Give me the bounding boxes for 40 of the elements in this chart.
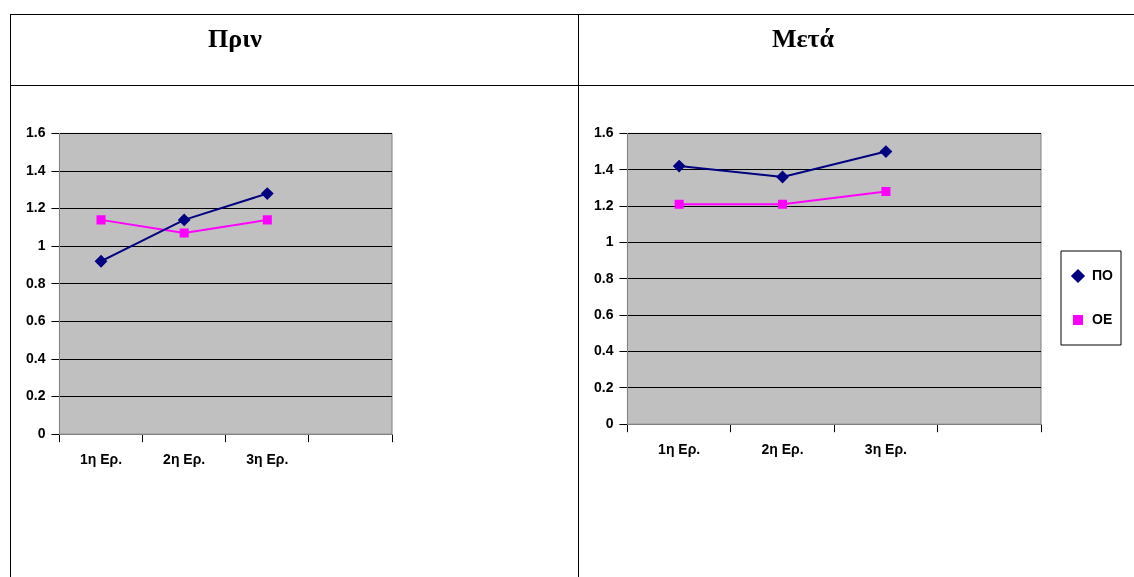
point — [776, 171, 789, 184]
x-tick-label: 2η Ερ. — [163, 451, 206, 468]
y-tick-label: 0.8 — [25, 274, 46, 291]
y-tick-label: 0.4 — [593, 342, 614, 359]
y-tick-label: 1.6 — [25, 124, 46, 141]
y-tick-label: 1 — [37, 237, 46, 254]
chart-title: Πριν — [207, 24, 263, 54]
x-tick-label: 3η Ερ. — [246, 451, 289, 468]
y-tick-label: 0.8 — [593, 269, 614, 286]
point — [178, 213, 191, 226]
point — [674, 199, 684, 209]
chart-title: Μετά — [770, 24, 836, 54]
x-tick-label: 3η Ερ. — [864, 441, 907, 458]
point — [881, 187, 891, 197]
y-tick-label: 1.4 — [593, 160, 614, 177]
y-tick-label: 1 — [605, 233, 614, 250]
y-tick-label: 0 — [605, 415, 614, 432]
y-tick-label: 1.4 — [25, 161, 46, 178]
point — [879, 145, 892, 158]
point — [673, 160, 686, 173]
x-tick-label: 1η Ερ. — [79, 451, 123, 468]
point — [96, 215, 106, 225]
x-tick-label: 2η Ερ. — [761, 441, 804, 458]
y-tick-label: 0.6 — [593, 306, 614, 323]
y-tick-label: 1.2 — [25, 199, 46, 216]
y-tick-label: 1.6 — [593, 124, 614, 141]
y-tick-label: 0 — [37, 425, 46, 442]
point — [95, 255, 108, 268]
y-tick-label: 1.2 — [593, 196, 614, 213]
point — [778, 199, 788, 209]
point — [261, 187, 274, 200]
y-tick-label: 0.6 — [25, 312, 46, 329]
y-tick-label: 0.2 — [25, 387, 46, 404]
legend-label: ΟΕ — [1092, 310, 1113, 327]
y-tick-label: 0.4 — [25, 349, 46, 366]
x-tick-label: 1η Ερ. — [658, 441, 701, 458]
point — [179, 228, 189, 238]
y-tick-label: 0.2 — [593, 378, 614, 395]
legend-label: ΠΟ — [1092, 266, 1114, 283]
point — [262, 215, 272, 225]
